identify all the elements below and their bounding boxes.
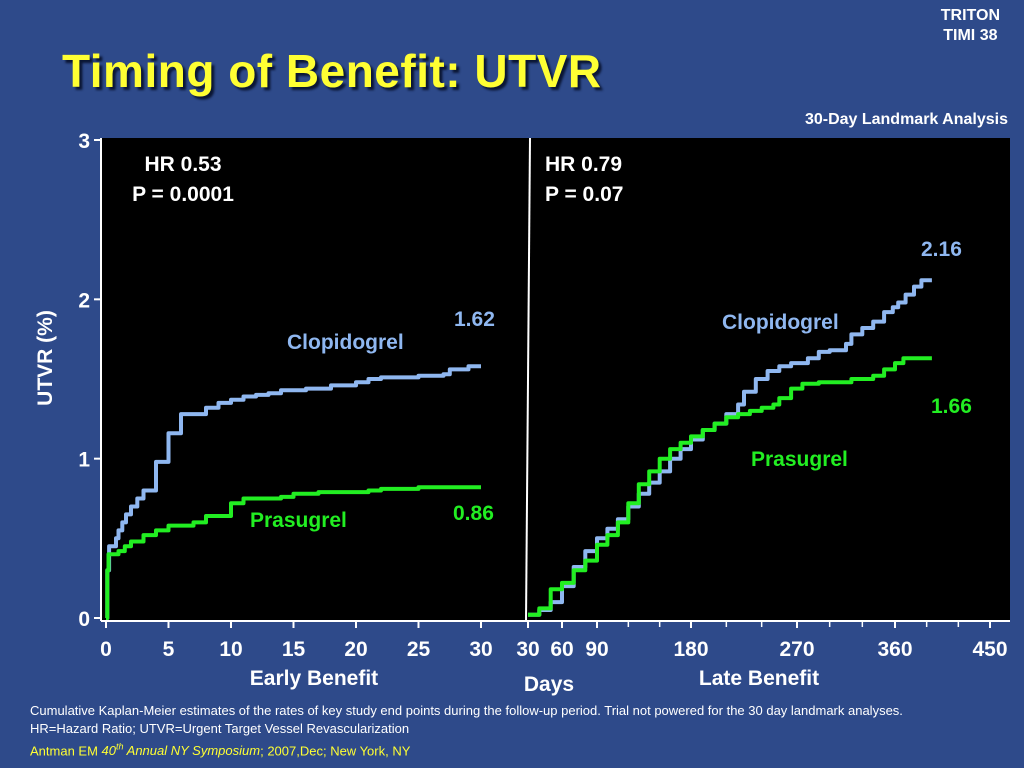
late-prasugrel-curve: [528, 356, 932, 617]
early-x-tick-label: 25: [407, 638, 431, 661]
citation: Antman EM 40th Annual NY Symposium; 2007…: [30, 742, 410, 758]
late-clopidogrel-curve: [528, 278, 932, 617]
early-x-tick-label: 0: [100, 638, 112, 661]
late-x-tick-label: 180: [673, 638, 708, 661]
early-p-text: P = 0.0001: [132, 183, 234, 206]
late-x-tick-label: 450: [972, 638, 1007, 661]
early-x-tick-label: 20: [344, 638, 367, 661]
early-prasugrel-value: 0.86: [453, 502, 494, 525]
chart-subtitle: 30-Day Landmark Analysis: [804, 111, 1008, 128]
corner-tag: TRITON TIMI 38: [941, 6, 1000, 46]
x-axis-label: Days: [524, 673, 574, 696]
corner-tag-line2: TIMI 38: [943, 27, 998, 44]
y-tick-label: 0: [78, 608, 90, 631]
late-x-tick-label: 30: [516, 638, 539, 661]
slide-title: Timing of Benefit: UTVR: [62, 45, 602, 97]
footnote: Cumulative Kaplan-Meier estimates of the…: [30, 702, 1010, 738]
early-clopidogrel-label: Clopidogrel: [287, 331, 404, 354]
citation-author: Antman EM: [30, 743, 102, 759]
y-tick-label: 3: [78, 130, 90, 153]
y-tick-label: 1: [78, 449, 90, 472]
y-tick-label: 2: [78, 289, 90, 312]
late-prasugrel-value: 1.66: [931, 395, 972, 418]
early-hr-text: HR 0.53: [144, 153, 221, 176]
km-chart: UTVR (%) Days Early Benefit Late Benefit…: [34, 130, 1010, 696]
early-x-tick-label: 30: [469, 638, 492, 661]
early-prasugrel-label: Prasugrel: [250, 509, 347, 532]
early-clopidogrel-curve: [105, 364, 481, 620]
late-clopidogrel-label: Clopidogrel: [722, 311, 839, 334]
late-x-tick-label: 270: [779, 638, 814, 661]
corner-tag-line1: TRITON: [940, 7, 1000, 24]
citation-edition: 40: [101, 743, 116, 759]
late-x-tick-label: 360: [877, 638, 912, 661]
curves-layer: [105, 278, 932, 620]
citation-rest: ; 2007,Dec; New York, NY: [260, 743, 411, 759]
early-x-tick-label: 5: [163, 638, 175, 661]
panel-divider: [525, 137, 531, 622]
late-x-tick-label: 90: [585, 638, 608, 661]
y-axis-label: UTVR (%): [34, 310, 57, 406]
early-benefit-label: Early Benefit: [250, 667, 378, 690]
early-x-tick-label: 15: [282, 638, 306, 661]
early-x-tick-label: 10: [219, 638, 242, 661]
footnote-line2: HR=Hazard Ratio; UTVR=Urgent Target Vess…: [30, 721, 410, 736]
citation-edition-suffix: th: [116, 742, 124, 752]
early-prasugrel-curve: [105, 485, 481, 620]
late-x-tick-label: 60: [550, 638, 573, 661]
late-p-text: P = 0.07: [545, 183, 623, 206]
late-prasugrel-label: Prasugrel: [751, 448, 848, 471]
late-hr-text: HR 0.79: [545, 153, 622, 176]
late-benefit-label: Late Benefit: [699, 667, 819, 690]
late-clopidogrel-value: 2.16: [921, 238, 962, 261]
early-clopidogrel-value: 1.62: [454, 308, 495, 331]
footnote-line1: Cumulative Kaplan-Meier estimates of the…: [30, 703, 903, 718]
citation-journal: Annual NY Symposium: [123, 743, 261, 759]
